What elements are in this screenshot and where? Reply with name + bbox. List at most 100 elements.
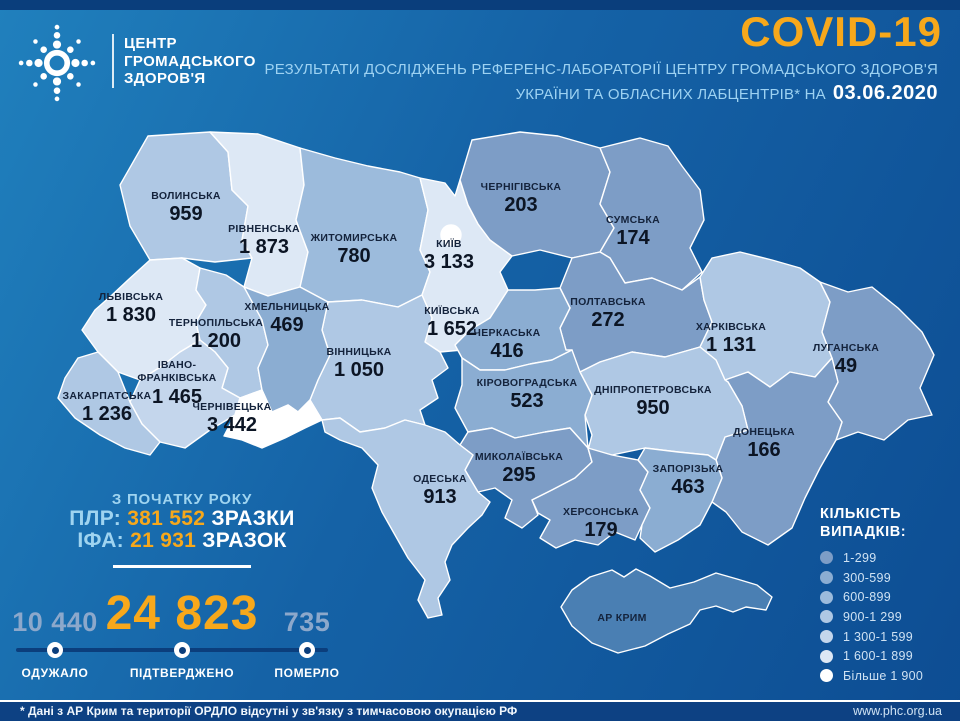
ifa-label: ІФА: (77, 529, 124, 552)
region-shape-zakarpattia (57, 351, 161, 456)
org-name: ЦЕНТР ГРОМАДСЬКОГО ЗДОРОВ'Я (124, 35, 256, 88)
pcr-tests-line: ПЛР: 381 552 ЗРАЗКИ (0, 507, 364, 531)
region-value-volyn: 959 (169, 203, 202, 225)
pcr-value: 381 552 (127, 507, 206, 530)
confirmed-count: 24 823 (105, 587, 259, 640)
recovered-count: 10 440 (12, 607, 98, 637)
region-value-kyiv-city: 3 133 (424, 251, 474, 273)
region-value-lviv: 1 830 (106, 304, 156, 326)
legend-item-label: 600-899 (843, 590, 891, 605)
region-label-lviv: ЛЬВІВСЬКА (99, 291, 164, 303)
region-value-kyiv-obl: 1 652 (427, 318, 477, 340)
logo-divider (112, 34, 114, 88)
timeline-node-died (299, 642, 315, 658)
legend-item-1: 300-599 (820, 568, 923, 588)
region-label-kyiv-obl: КИЇВСЬКА (424, 304, 480, 317)
subtitle-line2: УКРАЇНИ ТА ОБЛАСНИХ ЛАБЦЕНТРІВ* НА 03.06… (516, 82, 938, 105)
region-label-rivne: РІВНЕНСЬКА (228, 223, 300, 235)
region-label-crimea: АР КРИМ (597, 612, 646, 624)
region-shape-dnipropetrovsk (579, 346, 749, 461)
region-value-sumy: 174 (616, 227, 650, 249)
region-label-kyiv-city: КИЇВ (436, 237, 462, 250)
region-value-chernivtsi: 3 442 (207, 414, 257, 436)
since-year-title: З ПОЧАТКУ РОКУ (111, 491, 253, 508)
org-name-line2: ГРОМАДСЬКОГО (124, 52, 256, 70)
region-value-kirovohrad: 523 (510, 390, 543, 412)
region-value-zakarpattia: 1 236 (82, 403, 132, 425)
org-name-line1: ЦЕНТР (124, 35, 177, 52)
region-shape-zhytomyr (295, 147, 431, 308)
region-label-zaporizhia: ЗАПОРІЗЬКА (653, 463, 724, 475)
region-label-zhytomyr: ЖИТОМИРСЬКА (310, 232, 398, 244)
region-label-donetsk: ДОНЕЦЬКА (733, 426, 795, 438)
region-value-chernihiv: 203 (504, 194, 537, 216)
ifa-value: 21 931 (130, 529, 197, 552)
region-value-zaporizhia: 463 (671, 476, 704, 498)
region-value-zhytomyr: 780 (337, 245, 370, 267)
region-value-dnipro: 950 (636, 397, 669, 419)
region-label-odesa: ОДЕСЬКА (413, 473, 467, 485)
region-shape-odesa (321, 417, 491, 619)
region-shape-kirovohrad (454, 349, 593, 449)
timeline-node-recovered (47, 642, 63, 658)
legend-swatch-icon (820, 571, 833, 585)
legend-item-label: 300-599 (843, 570, 891, 585)
legend-swatch-icon (820, 551, 833, 565)
page-title: COVID-19 (740, 8, 942, 55)
legend-item-6: Більше 1 900 (820, 666, 923, 686)
legend-item-4: 1 300-1 599 (820, 627, 923, 647)
region-label-mykolaiv: МИКОЛАЇВСЬКА (475, 450, 563, 463)
region-shape-chernivtsi (223, 389, 323, 449)
footer-note: * Дані з АР Крим та території ОРДЛО відс… (20, 704, 518, 718)
subtitle-line2-text: УКРАЇНИ ТА ОБЛАСНИХ ЛАБЦЕНТРІВ* НА (515, 86, 826, 103)
region-value-vinnytsia: 1 050 (334, 359, 384, 381)
region-label-sumy: СУМСЬКА (606, 214, 660, 226)
legend-item-0: 1-299 (820, 548, 923, 568)
died-label: ПОМЕРЛО (274, 666, 340, 680)
timeline-axis (16, 648, 328, 652)
region-label-ivano-frankivsk: ІВАНО- (158, 359, 197, 371)
legend-item-label: 1 600-1 899 (843, 649, 914, 664)
ifa-tests-line: ІФА: 21 931 ЗРАЗОК (0, 529, 364, 553)
subtitle-line1: РЕЗУЛЬТАТИ ДОСЛІДЖЕНЬ РЕФЕРЕНС-ЛАБОРАТОР… (264, 61, 938, 78)
timeline-node-confirmed (174, 642, 190, 658)
region-label-kherson: ХЕРСОНСЬКА (563, 506, 639, 518)
stats-divider (113, 565, 251, 568)
region-value-odesa: 913 (423, 486, 456, 508)
legend-item-label: Більше 1 900 (843, 668, 924, 683)
legend-item-3: 900-1 299 (820, 607, 923, 627)
region-value-mykolaiv: 295 (502, 464, 535, 486)
region-label-kharkiv: ХАРКІВСЬКА (696, 321, 766, 333)
region-label-zakarpattia: ЗАКАРПАТСЬКА (63, 390, 152, 402)
legend-item-5: 1 600-1 899 (820, 646, 923, 666)
region-value-poltava: 272 (591, 309, 624, 331)
footer-url-link[interactable]: www.phc.org.ua (853, 704, 942, 718)
footer-divider (0, 700, 960, 702)
region-label-luhansk: ЛУГАНСЬКА (813, 342, 879, 354)
region-label-ivano-frankivsk: ФРАНКІВСЬКА (137, 372, 216, 384)
region-value-kharkiv: 1 131 (706, 334, 756, 356)
region-shape-crimea (560, 568, 773, 654)
region-value-rivne: 1 873 (239, 236, 289, 258)
legend-swatch-icon (820, 669, 833, 683)
region-label-poltava: ПОЛТАВСЬКА (570, 296, 646, 308)
region-label-volyn: ВОЛИНСЬКА (151, 190, 221, 202)
footer-strip (0, 702, 960, 721)
region-value-khmelnytskyi: 469 (270, 314, 303, 336)
report-date: 03.06.2020 (832, 82, 938, 104)
legend-title: КІЛЬКІСТЬ ВИПАДКІВ: (820, 505, 923, 541)
region-label-vinnytsia: ВІННИЦЬКА (326, 346, 391, 358)
region-label-dnipro: ДНІПРОПЕТРОВСЬКА (594, 384, 712, 396)
org-name-line3: ЗДОРОВ'Я (124, 70, 206, 87)
died-count: 735 (283, 607, 331, 637)
region-shape-kyiv-city (440, 224, 462, 246)
legend-item-label: 1 300-1 599 (843, 629, 914, 644)
legend-item-label: 900-1 299 (843, 609, 902, 624)
legend-title-line1: КІЛЬКІСТЬ (820, 506, 902, 522)
confirmed-label: ПІДТВЕРДЖЕНО (129, 666, 235, 680)
region-value-cherkasy: 416 (490, 340, 523, 362)
legend-swatch-icon (820, 590, 833, 604)
map-legend: КІЛЬКІСТЬ ВИПАДКІВ: 1-299 300-599 600-899 9… (820, 505, 923, 686)
